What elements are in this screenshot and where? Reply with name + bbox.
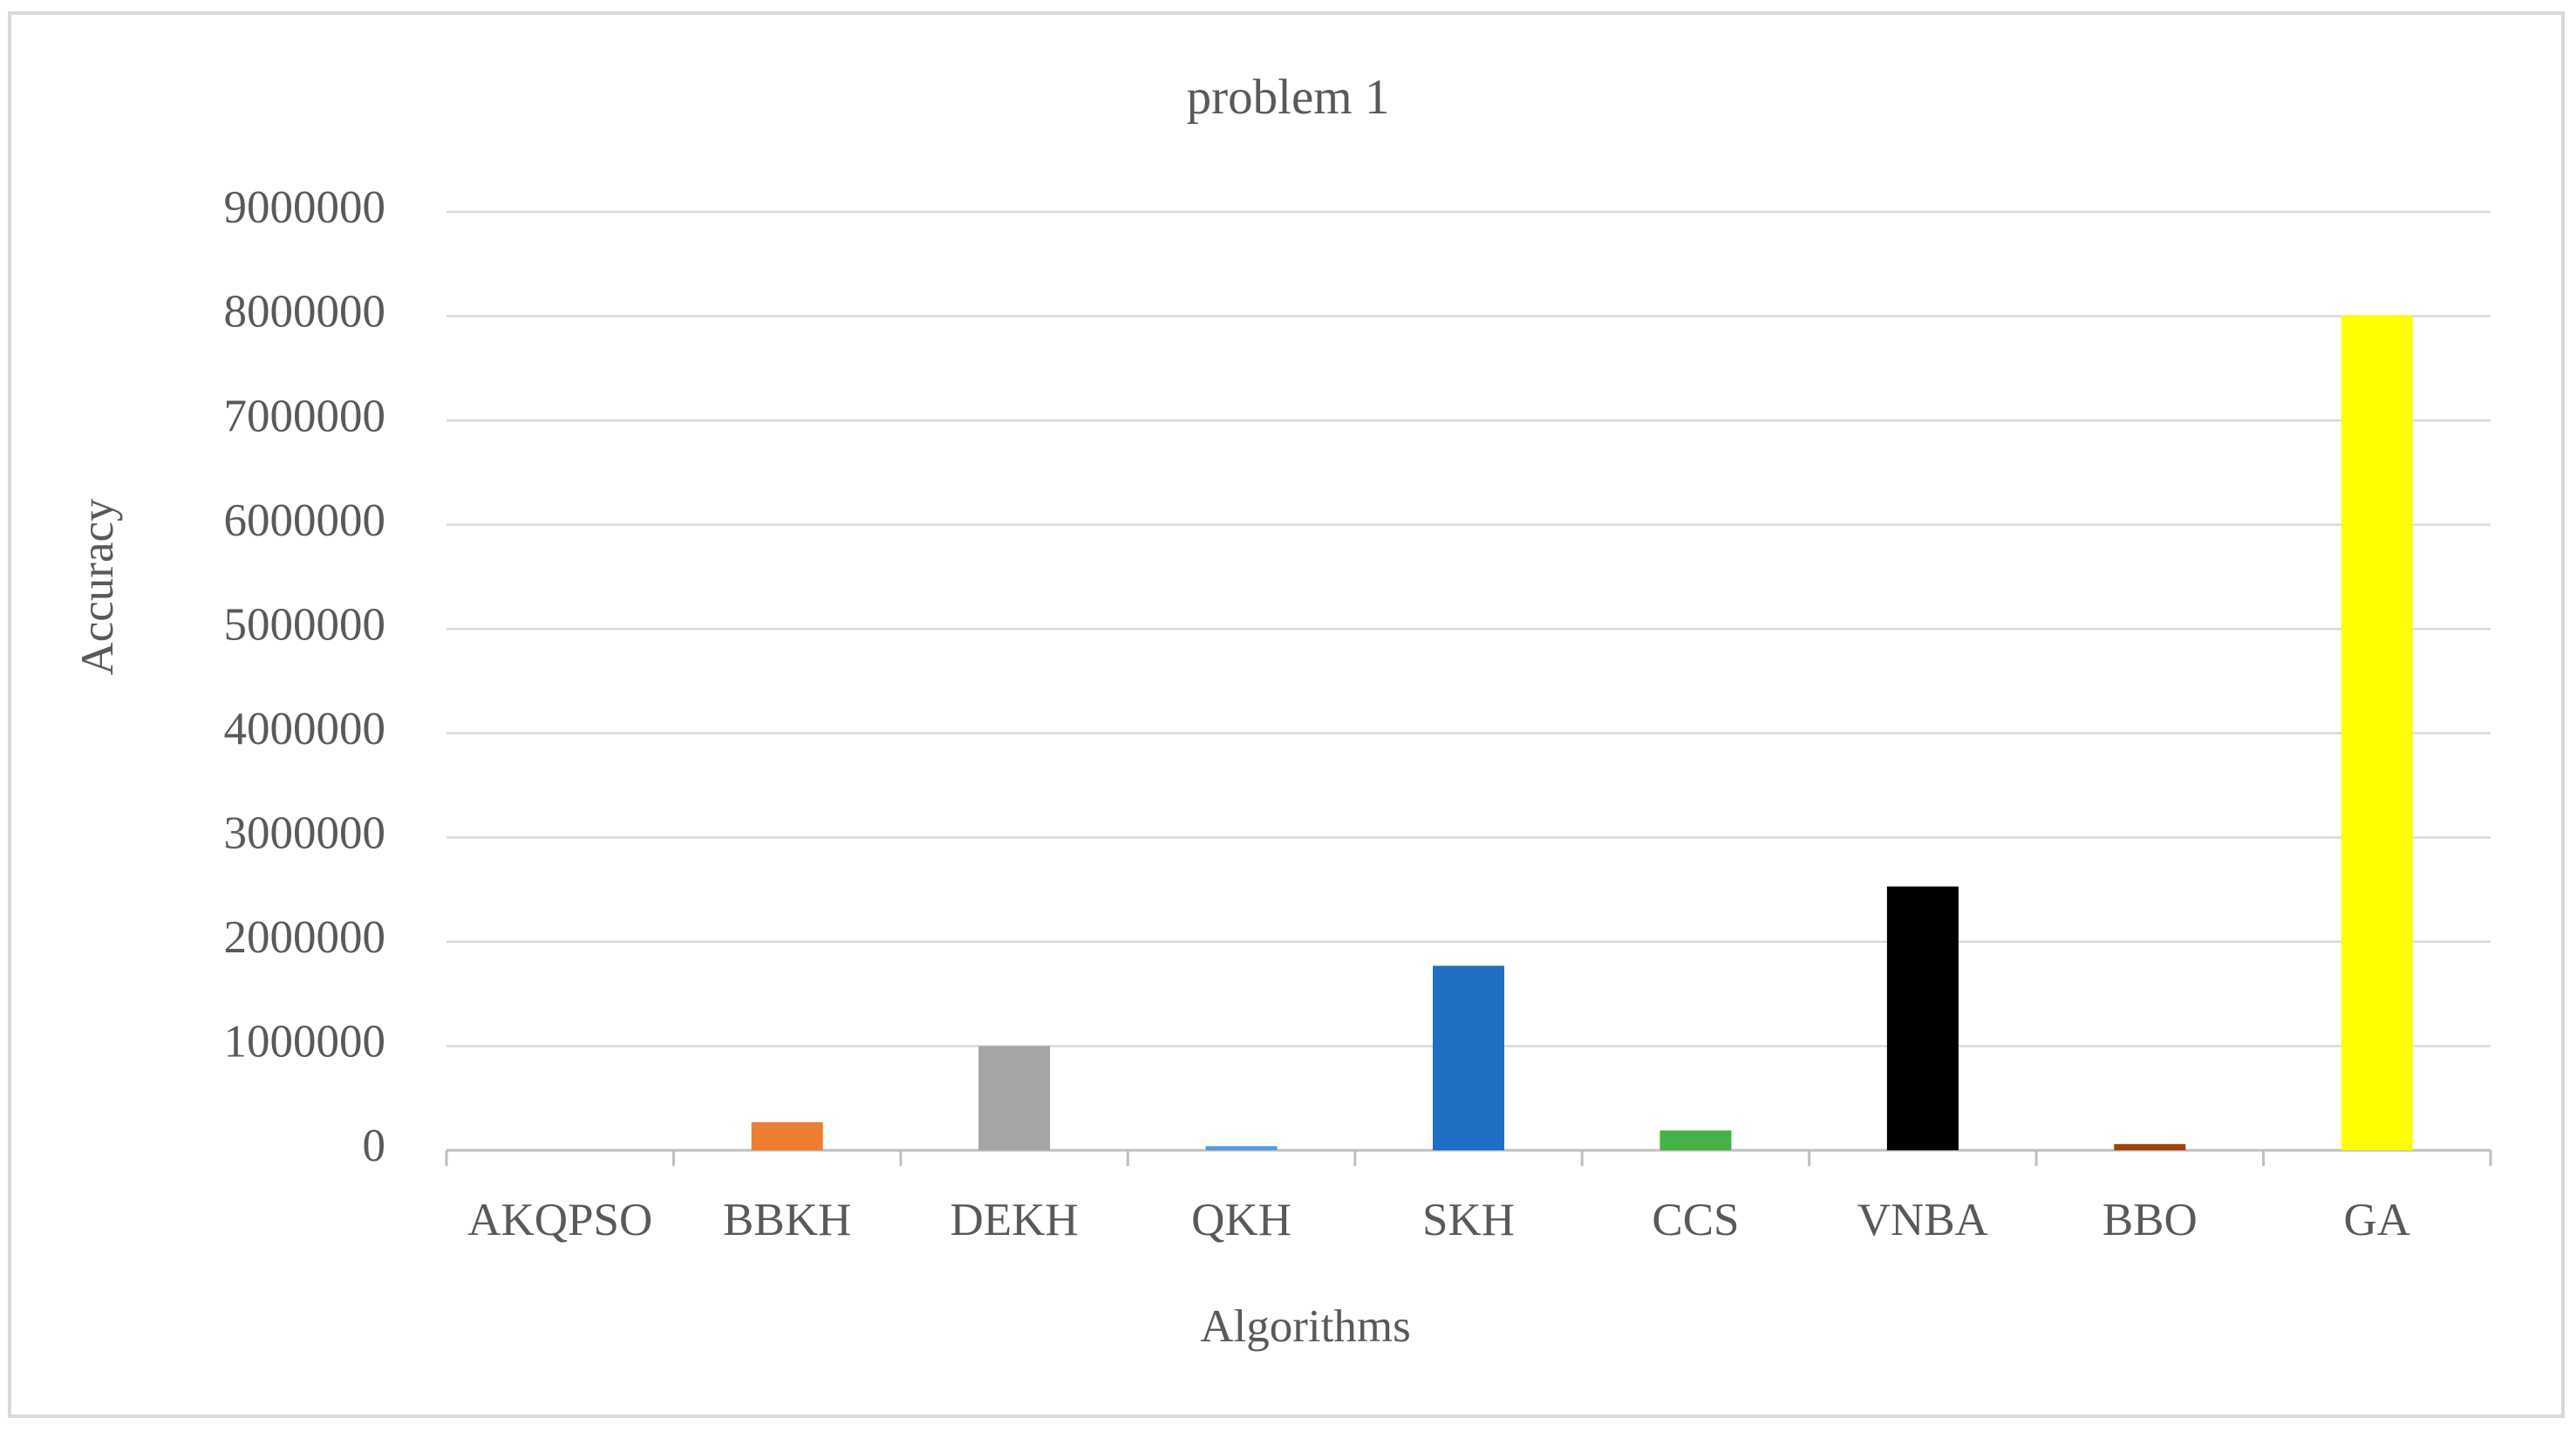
- y-tick-label: 9000000: [224, 182, 386, 233]
- x-tick-label: CCS: [1652, 1195, 1739, 1245]
- x-tick-label: VNBA: [1857, 1195, 1988, 1245]
- y-tick-label: 0: [363, 1121, 386, 1171]
- x-tick-label: BBKH: [723, 1195, 851, 1245]
- x-axis-title: Algorithms: [1200, 1301, 1410, 1352]
- x-tick-label: AKQPSO: [467, 1195, 652, 1245]
- y-axis-title: Accuracy: [72, 498, 123, 676]
- x-tick-label: GA: [2343, 1195, 2410, 1245]
- y-tick-label: 7000000: [224, 391, 386, 441]
- y-tick-label: 3000000: [224, 808, 386, 858]
- chart-border: [8, 11, 2565, 1418]
- x-tick-label: SKH: [1422, 1195, 1515, 1245]
- bar: [1886, 886, 1959, 1150]
- bar: [1659, 1130, 1732, 1150]
- y-tick-label: 6000000: [224, 495, 386, 546]
- bar: [2341, 315, 2413, 1150]
- y-tick-label: 4000000: [224, 704, 386, 754]
- y-tick-label: 8000000: [224, 287, 386, 338]
- bar: [751, 1122, 823, 1150]
- bar: [1433, 965, 1504, 1150]
- bar: [1205, 1146, 1278, 1150]
- y-tick-label: 5000000: [224, 599, 386, 650]
- bar: [978, 1046, 1051, 1150]
- bar: [2114, 1143, 2186, 1150]
- x-tick-label: QKH: [1191, 1195, 1291, 1245]
- chart-title: problem 1: [1187, 70, 1390, 125]
- x-tick-label: BBO: [2102, 1195, 2198, 1245]
- x-tick-label: DEKH: [951, 1195, 1079, 1245]
- y-tick-label: 2000000: [224, 912, 386, 963]
- y-tick-label: 1000000: [224, 1017, 386, 1067]
